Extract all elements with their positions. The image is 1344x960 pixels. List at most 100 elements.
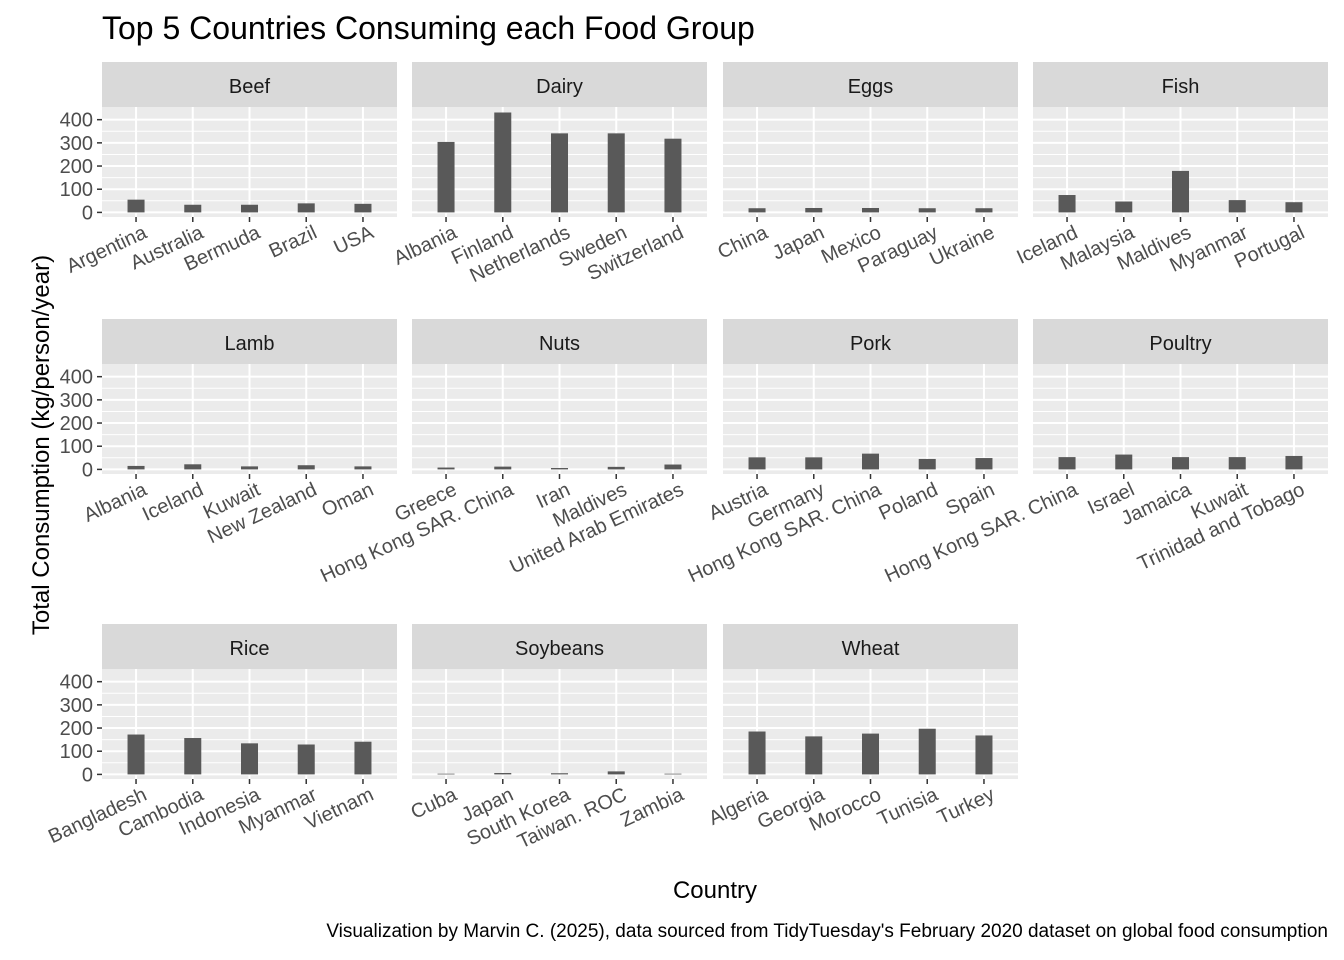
bar: [607, 133, 625, 213]
facet-strip: [723, 62, 1018, 107]
facet-fish: FishIcelandMalaysiaMaldivesMyanmarPortug…: [1013, 62, 1328, 277]
y-tick-label: 200: [60, 156, 93, 178]
facet-rice: RiceBangladeshCambodiaIndonesiaMyanmarVi…: [45, 624, 397, 848]
bar: [1228, 200, 1246, 213]
x-tick-label: Poland: [876, 479, 942, 525]
bar: [748, 731, 766, 775]
facet-strip-label: Nuts: [539, 333, 580, 355]
facet-dairy: DairyAlbaniaFinlandNetherlandsSwedenSwit…: [390, 62, 707, 287]
y-tick-label: 0: [82, 202, 93, 224]
bar: [494, 773, 512, 775]
facet-strip: [1033, 62, 1328, 107]
facet-strip-label: Pork: [850, 333, 892, 355]
y-tick-label: 200: [60, 413, 93, 435]
bar: [550, 468, 569, 470]
facet-strip-label: Eggs: [848, 76, 894, 98]
bar: [861, 453, 880, 470]
bar: [1058, 457, 1076, 470]
y-axis-label: Total Consumption (kg/person/year): [28, 254, 55, 636]
bar: [437, 773, 455, 775]
bar: [607, 466, 625, 470]
facet-strip: [723, 319, 1018, 364]
facet-strip-label: Lamb: [224, 333, 274, 355]
bar: [1228, 457, 1246, 470]
bar: [354, 741, 372, 775]
bar: [297, 465, 315, 470]
bar: [664, 464, 682, 470]
x-tick-label: Cuba: [408, 783, 461, 824]
facet-strip-label: Poultry: [1149, 333, 1211, 355]
facet-strip-label: Rice: [229, 638, 269, 660]
facet-strip-label: Dairy: [536, 76, 583, 98]
bar: [805, 736, 823, 775]
y-tick-label: 0: [82, 459, 93, 481]
bar: [861, 733, 880, 775]
bar: [354, 203, 372, 213]
bar: [805, 207, 823, 213]
x-axis-label: Country: [672, 877, 758, 904]
x-tick-label: Ukraine: [926, 222, 998, 271]
y-tick-label: 200: [60, 718, 93, 740]
x-tick-label: Oman: [318, 479, 377, 522]
bar: [805, 457, 823, 470]
chart-title: Top 5 Countries Consuming each Food Grou…: [102, 10, 755, 46]
y-tick-label: 400: [60, 672, 93, 694]
y-tick-label: 100: [60, 741, 93, 763]
bar: [748, 457, 766, 470]
bar: [975, 208, 993, 213]
bar: [127, 734, 145, 775]
bar: [240, 466, 259, 470]
bar: [184, 464, 202, 470]
bar: [1285, 455, 1303, 470]
y-tick-label: 400: [60, 110, 93, 132]
bar: [297, 203, 315, 213]
y-tick-label: 300: [60, 390, 93, 412]
facet-strip: [412, 62, 707, 107]
bar: [1285, 202, 1303, 213]
bar: [861, 207, 880, 213]
bar: [184, 204, 202, 213]
bar: [748, 208, 766, 213]
facet-strip: [102, 319, 397, 364]
x-tick-label: Japan: [769, 222, 828, 265]
bar: [664, 138, 682, 213]
x-tick-label: Tunisia: [874, 783, 942, 830]
bar: [664, 773, 682, 775]
bar: [1115, 454, 1133, 470]
caption: Visualization by Marvin C. (2025), data …: [326, 921, 1328, 942]
bar: [494, 466, 512, 470]
bar: [918, 458, 936, 470]
x-tick-label: Zambia: [617, 783, 688, 831]
y-tick-label: 300: [60, 695, 93, 717]
bar: [494, 112, 512, 213]
y-tick-label: 100: [60, 436, 93, 458]
facet-strip-label: Beef: [229, 76, 271, 98]
facet-strip-label: Soybeans: [515, 638, 604, 660]
x-tick-label: USA: [331, 221, 378, 259]
bar: [354, 466, 372, 470]
facet-strip: [723, 624, 1018, 669]
y-tick-label: 300: [60, 133, 93, 155]
bar: [918, 728, 936, 775]
bar: [550, 133, 569, 213]
bar: [918, 208, 936, 213]
x-tick-label: Iceland: [139, 479, 207, 526]
bar: [297, 744, 315, 775]
bar: [607, 771, 625, 775]
x-tick-label: Turkey: [934, 784, 998, 829]
facet-strip: [412, 319, 707, 364]
x-tick-label: China: [714, 221, 771, 263]
bar: [127, 199, 145, 213]
bar: [975, 735, 993, 775]
facet-strip-label: Wheat: [842, 638, 900, 660]
facet-strip: [1033, 319, 1328, 364]
bar: [437, 467, 455, 470]
bar: [975, 458, 993, 470]
bar: [184, 738, 202, 775]
x-tick-label: Albania: [80, 478, 151, 527]
x-tick-label: Brazil: [266, 222, 321, 263]
